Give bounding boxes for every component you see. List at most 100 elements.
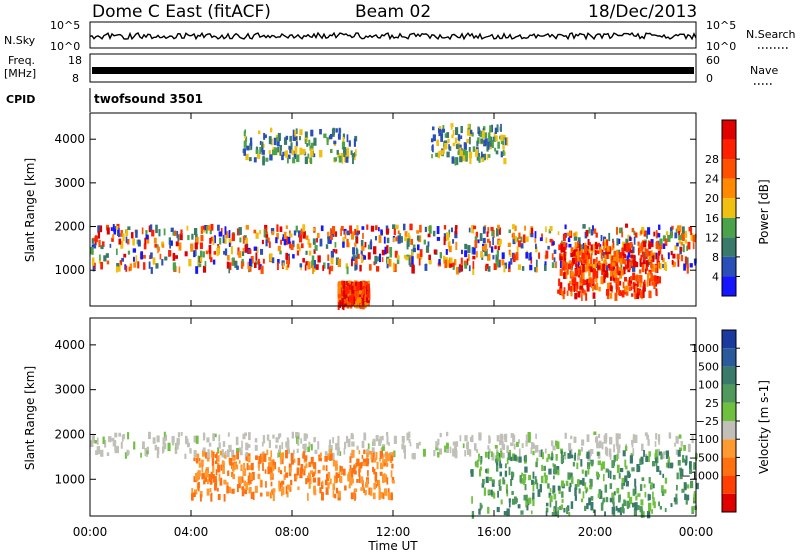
heatmap-cell	[343, 299, 347, 304]
heatmap-cell	[340, 152, 344, 157]
heatmap-cell	[412, 248, 416, 253]
heatmap-cell	[148, 431, 151, 440]
heatmap-cell	[256, 260, 259, 265]
heatmap-cell	[486, 154, 489, 160]
heatmap-cell	[358, 450, 361, 455]
heatmap-cell	[358, 301, 361, 309]
heatmap-cell	[92, 257, 95, 266]
heatmap-cell	[680, 246, 683, 252]
heatmap-cell	[633, 230, 636, 236]
heatmap-cell	[631, 439, 634, 446]
heatmap-cell	[312, 266, 314, 274]
heatmap-cell	[524, 454, 527, 462]
heatmap-cell	[435, 152, 438, 157]
heatmap-cell	[304, 131, 308, 138]
heatmap-cell	[127, 432, 130, 440]
heatmap-cell	[616, 464, 620, 474]
heatmap-cell	[614, 292, 618, 301]
heatmap-cell	[223, 250, 226, 255]
heatmap-cell	[366, 479, 369, 488]
heatmap-cell	[617, 447, 621, 453]
heatmap-cell	[487, 154, 491, 158]
heatmap-cell	[650, 239, 654, 246]
heatmap-cell	[667, 252, 670, 260]
heatmap-cell	[374, 457, 377, 463]
heatmap-cell	[676, 225, 679, 233]
heatmap-cell	[500, 134, 504, 142]
heatmap-cell	[198, 458, 201, 462]
heatmap-cell	[350, 432, 354, 440]
colorbar-tick-label: 8	[712, 251, 719, 264]
heatmap-cell	[395, 224, 399, 230]
cpid-label: CPID	[6, 93, 35, 106]
heatmap-cell	[257, 473, 261, 480]
heatmap-cell	[665, 462, 669, 468]
heatmap-cell	[355, 149, 357, 154]
heatmap-cell	[576, 254, 580, 262]
heatmap-cell	[444, 445, 446, 453]
heatmap-cell	[536, 482, 539, 489]
heatmap-cell	[150, 267, 153, 274]
heatmap-cell	[386, 436, 389, 445]
heatmap-cell	[455, 241, 458, 251]
colorbar-tick-label: 24	[705, 173, 719, 186]
heatmap-cell	[255, 252, 258, 261]
heatmap-cell	[310, 443, 313, 451]
heatmap-cell	[387, 488, 390, 494]
heatmap-cell	[678, 234, 682, 241]
heatmap-cell	[620, 506, 624, 513]
heatmap-cell	[471, 248, 475, 254]
heatmap-cell	[163, 443, 167, 449]
heatmap-cell	[362, 301, 365, 310]
heatmap-cell	[105, 253, 109, 258]
heatmap-cell	[629, 455, 633, 464]
heatmap-cell	[351, 285, 354, 294]
heatmap-cell	[632, 448, 635, 457]
heatmap-cell	[389, 246, 393, 254]
heatmap-cell	[443, 146, 445, 154]
heatmap-cell	[609, 276, 613, 281]
heatmap-cell	[516, 246, 519, 253]
heatmap-cell	[675, 228, 678, 233]
heatmap-cell	[544, 474, 548, 484]
heatmap-cell	[470, 469, 474, 477]
heatmap-cell	[639, 290, 642, 298]
heatmap-cell	[617, 451, 620, 460]
heatmap-cell	[236, 265, 239, 270]
heatmap-cell	[195, 236, 199, 245]
heatmap-cell	[530, 232, 534, 238]
heatmap-cell	[340, 468, 345, 475]
heatmap-cell	[584, 266, 587, 273]
heatmap-cell	[656, 255, 660, 262]
heatmap-cell	[239, 476, 242, 485]
heatmap-cell	[491, 480, 495, 487]
heatmap-cell	[244, 134, 247, 139]
heatmap-cell	[621, 477, 625, 483]
heatmap-cell	[601, 461, 605, 470]
heatmap-cell	[332, 483, 336, 491]
heatmap-cell	[513, 496, 517, 505]
heatmap-cell	[282, 151, 285, 157]
heatmap-cell	[560, 504, 563, 510]
nsky-line	[89, 31, 697, 41]
heatmap-cell	[658, 250, 661, 256]
heatmap-cell	[584, 505, 587, 511]
heatmap-cell	[235, 436, 239, 446]
heatmap-cell	[659, 246, 662, 254]
heatmap-cell	[479, 466, 482, 471]
heatmap-cell	[563, 507, 566, 513]
heatmap-cell	[469, 155, 472, 165]
heatmap-cell	[466, 448, 470, 455]
heatmap-cell	[246, 455, 249, 462]
heatmap-cell	[368, 264, 372, 271]
heatmap-cell	[362, 298, 365, 306]
heatmap-cell	[300, 228, 304, 236]
heatmap-cell	[285, 150, 288, 158]
heatmap-cell	[240, 476, 244, 483]
heatmap-cell	[589, 484, 593, 490]
heatmap-cell	[122, 433, 125, 440]
heatmap-cell	[308, 139, 311, 146]
heatmap-cell	[438, 150, 441, 159]
heatmap-cell	[125, 236, 128, 244]
heatmap-cell	[244, 432, 248, 437]
